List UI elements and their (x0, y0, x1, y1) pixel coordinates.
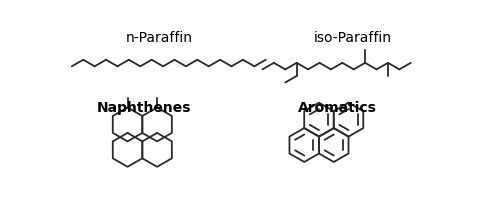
Text: n-Paraffin: n-Paraffin (126, 31, 193, 45)
Text: iso-Paraffin: iso-Paraffin (314, 31, 392, 45)
Text: Naphthenes: Naphthenes (96, 101, 191, 115)
Text: Aromatics: Aromatics (298, 101, 377, 115)
